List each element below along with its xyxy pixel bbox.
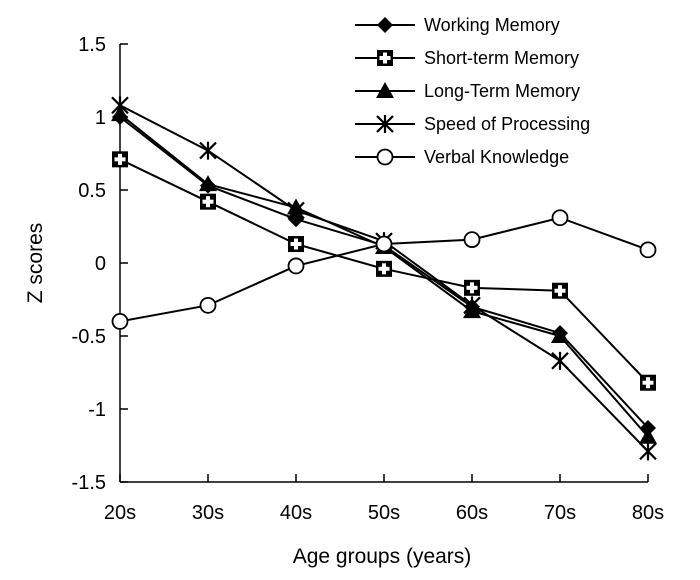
legend-item-speed-of-processing: Speed of Processing [355,114,590,134]
x-tick-label: 20s [104,502,136,524]
legend-item-short-term-memory: Short-term Memory [355,48,579,68]
data-point-verbal-knowledge [199,296,217,314]
data-point-short-term-memory [640,374,656,391]
legend-marker [377,50,393,66]
axes: -1.5 -1 -0.5 0 0.5 1 1.5 20s 30s 40s 50s 60s 70s 80s [72,34,665,524]
legend-label: Short-term Memory [424,48,579,68]
y-axis-label: Z scores [24,223,47,304]
legend-label: Working Memory [424,15,560,35]
y-tick-label: -1.5 [72,472,106,494]
legend-marker [376,82,394,98]
legend-marker [376,148,394,166]
x-axis-label: Age groups (years) [293,545,472,568]
data-point-short-term-memory [288,236,304,253]
legend-marker [377,17,393,33]
legend-item-working-memory: Working Memory [355,15,560,35]
y-tick-label: 0 [95,253,106,275]
data-point-long-term-memory [199,175,217,192]
legend-label: Long-Term Memory [424,81,580,101]
legend-item-long-term-memory: Long-Term Memory [355,81,580,101]
legend-label: Verbal Knowledge [424,147,569,167]
data-point-short-term-memory [200,193,216,210]
data-point-speed-of-processing [639,442,657,461]
x-tick-label: 70s [544,502,576,524]
data-point-short-term-memory [376,260,392,277]
data-point-verbal-knowledge [551,209,569,227]
y-tick-label: -0.5 [72,326,106,348]
x-tick-label: 30s [192,502,224,524]
data-point-short-term-memory [552,282,568,299]
data-point-verbal-knowledge [287,257,305,275]
y-tick-label: 0.5 [78,180,106,202]
data-point-speed-of-processing [463,296,481,315]
data-point-short-term-memory [112,151,128,168]
legend-marker [376,115,394,133]
data-point-verbal-knowledge [463,231,481,249]
x-tick-label: 80s [632,502,664,524]
legend-label: Speed of Processing [424,114,590,134]
data-point-verbal-knowledge [639,241,657,259]
series-layer [111,96,657,461]
data-point-verbal-knowledge [375,235,393,253]
data-point-speed-of-processing [199,141,217,160]
data-point-verbal-knowledge [111,312,129,330]
data-point-long-term-memory [551,327,569,343]
series-short-term-memory [112,151,656,391]
data-point-short-term-memory [464,279,480,296]
data-point-speed-of-processing [551,351,569,370]
x-tick-label: 40s [280,502,312,524]
y-tick-label: 1 [95,107,106,129]
data-point-long-term-memory [639,427,657,444]
data-point-speed-of-processing [111,96,129,115]
series-verbal-knowledge [111,209,657,330]
legend: Working Memory Short-term Memory Long-Term… [355,15,590,167]
y-tick-label: -1 [88,399,106,421]
legend-item-verbal-knowledge: Verbal Knowledge [355,147,569,167]
data-point-speed-of-processing [287,201,305,220]
x-tick-label: 60s [456,502,488,524]
y-tick-label: 1.5 [78,34,106,56]
x-tick-label: 50s [368,502,400,524]
